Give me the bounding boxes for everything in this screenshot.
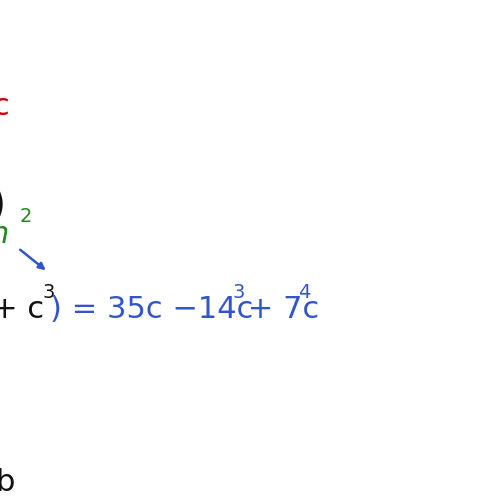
Text: 2: 2 [20, 207, 32, 226]
Text: 3: 3 [232, 283, 244, 302]
Text: + 7c: + 7c [238, 295, 320, 324]
Text: c: c [0, 92, 9, 121]
Text: ): ) [0, 185, 6, 227]
Text: ) = 35c −14c: ) = 35c −14c [50, 295, 254, 324]
Text: 3: 3 [42, 283, 54, 302]
Text: n: n [0, 220, 10, 249]
Text: + c: + c [0, 295, 44, 324]
Text: b: b [0, 468, 14, 497]
Text: 4: 4 [298, 283, 310, 302]
